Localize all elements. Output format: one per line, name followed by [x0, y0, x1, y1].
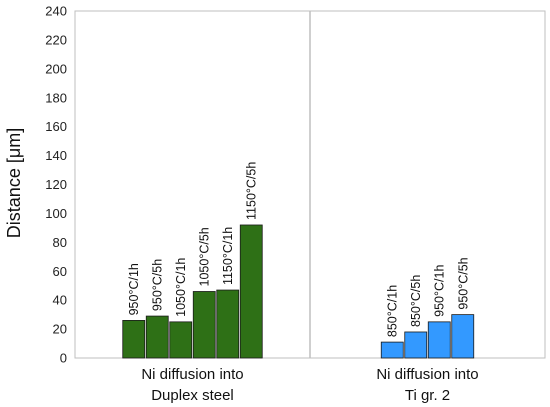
y-axis-ticks: 0 20 40 60 80 100 120 140 160 180 200 220 240 [45, 4, 67, 366]
bar-data-label: 1050°C/5h [198, 227, 212, 286]
y-tick-label: 40 [53, 293, 67, 308]
bar-data-label: 950°C/5h [151, 259, 165, 311]
bar-data-label: 950°C/1h [127, 263, 141, 315]
y-tick-label: 100 [45, 206, 67, 221]
bar [145, 315, 169, 359]
bar-data-label: 850°C/5h [409, 275, 423, 327]
y-tick-label: 160 [45, 119, 67, 134]
bar [122, 320, 146, 359]
y-tick-label: 220 [45, 32, 67, 47]
y-tick-label: 120 [45, 177, 67, 192]
y-tick-label: 80 [53, 235, 67, 250]
bar-data-label: 1150°C/5h [245, 162, 259, 220]
group-label-line: Ni diffusion into [141, 366, 243, 383]
bars [122, 224, 475, 359]
bar-data-label: 950°C/5h [456, 257, 470, 309]
bar-data-label: 1050°C/1h [174, 258, 188, 317]
bar [169, 321, 193, 359]
bar [451, 314, 475, 359]
bar [216, 289, 240, 359]
y-tick-label: 200 [45, 61, 67, 76]
y-tick-label: 140 [45, 148, 67, 163]
bar-data-label: 850°C/1h [386, 285, 400, 337]
group-label-line: Ti gr. 2 [405, 387, 450, 404]
y-axis-title: Distance [μm] [4, 128, 24, 238]
y-tick-label: 180 [45, 90, 67, 105]
bar [380, 341, 404, 359]
bar [427, 321, 451, 359]
group-labels: Ni diffusion into Duplex steel Ni diffusio… [141, 366, 478, 404]
y-tick-label: 240 [45, 4, 67, 19]
y-tick-label: 60 [53, 264, 67, 279]
bar [404, 331, 428, 359]
group-label-line: Duplex steel [151, 387, 234, 404]
bar-data-label: 1150°C/1h [221, 227, 235, 285]
bar [239, 224, 263, 359]
group-label-line: Ni diffusion into [376, 366, 478, 383]
bar-labels: 950°C/1h 950°C/5h 1050°C/1h 1050°C/5h 1150°C… [127, 162, 470, 337]
y-tick-label: 20 [53, 322, 67, 337]
bar [192, 291, 216, 359]
plot-frame [74, 10, 546, 359]
y-tick-label: 0 [60, 351, 67, 366]
bar-data-label: 950°C/1h [433, 265, 447, 317]
